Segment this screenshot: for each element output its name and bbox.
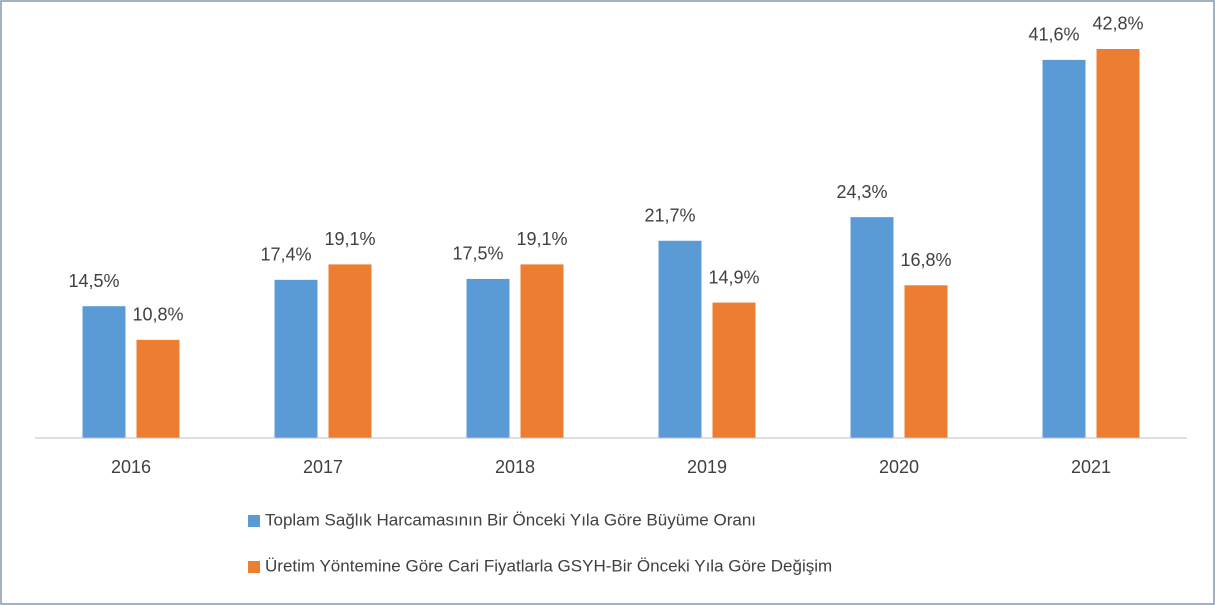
x-tick-label: 2021: [1071, 457, 1111, 477]
data-label: 16,8%: [900, 250, 951, 270]
data-label: 17,4%: [260, 245, 311, 265]
data-label: 41,6%: [1028, 25, 1079, 45]
bar: [328, 264, 372, 438]
bar: [82, 306, 126, 438]
legend-label: Toplam Sağlık Harcamasının Bir Önceki Yı…: [265, 510, 756, 529]
data-label: 14,5%: [68, 271, 119, 291]
data-label: 19,1%: [324, 229, 375, 249]
bar: [1042, 59, 1086, 438]
bar: [712, 302, 756, 438]
data-label: 24,3%: [836, 182, 887, 202]
legend-label: Üretim Yöntemine Göre Cari Fiyatlarla GS…: [265, 556, 832, 575]
legend-swatch: [248, 561, 260, 573]
bar: [904, 285, 948, 438]
bar: [466, 278, 510, 438]
data-label: 21,7%: [644, 206, 695, 226]
bar: [1096, 48, 1140, 439]
bar: [136, 339, 180, 438]
bar: [850, 217, 894, 438]
data-label: 19,1%: [516, 229, 567, 249]
bar: [520, 264, 564, 438]
x-tick-label: 2016: [111, 457, 151, 477]
data-label: 10,8%: [132, 305, 183, 325]
legend-swatch: [248, 515, 260, 527]
data-label: 14,9%: [708, 267, 759, 287]
bar: [274, 279, 318, 438]
x-tick-label: 2020: [879, 457, 919, 477]
data-label: 42,8%: [1092, 14, 1143, 34]
bar: [658, 240, 702, 438]
x-tick-label: 2019: [687, 457, 727, 477]
x-tick-label: 2018: [495, 457, 535, 477]
x-tick-label: 2017: [303, 457, 343, 477]
data-label: 17,5%: [452, 244, 503, 264]
